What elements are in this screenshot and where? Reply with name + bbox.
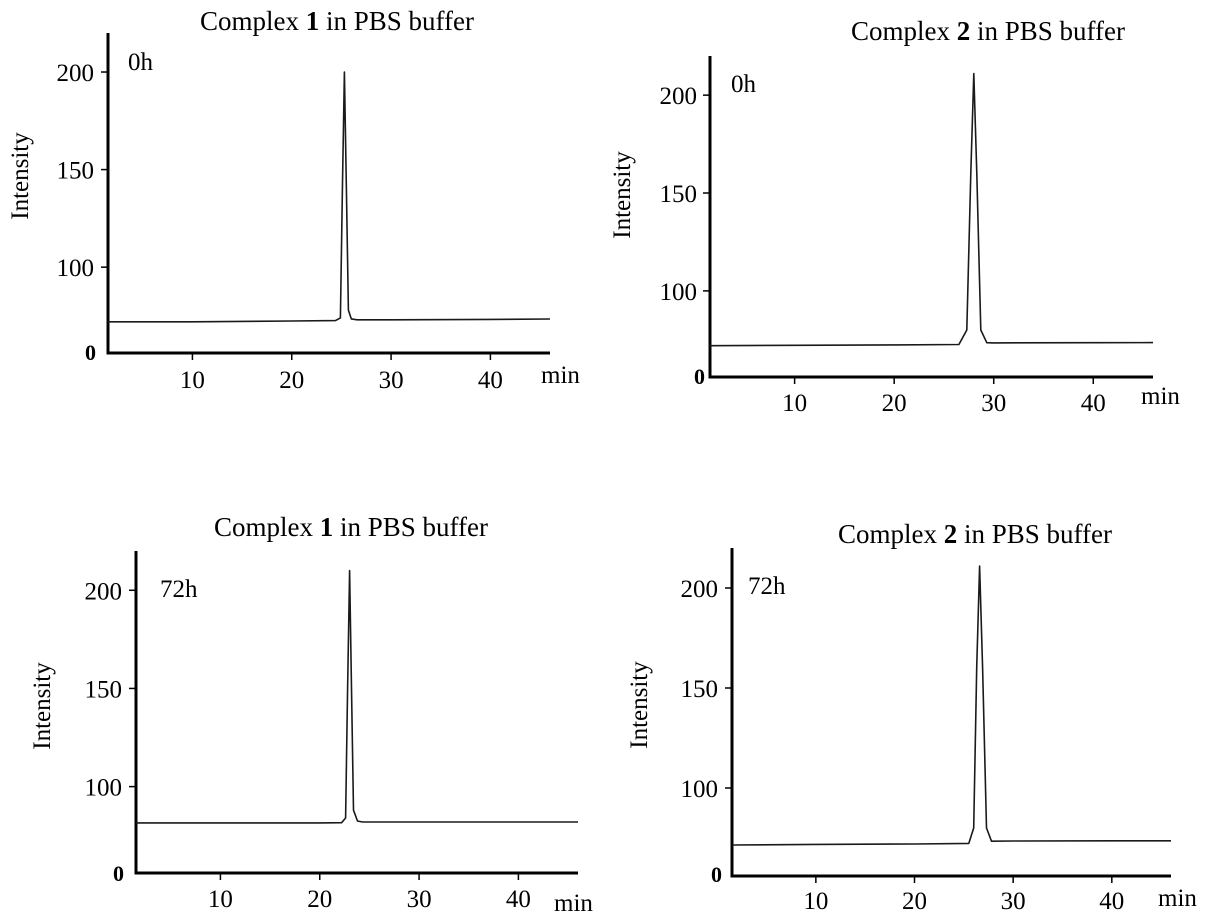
time-annotation: 72h <box>748 573 786 600</box>
x-tick-label: 40 <box>478 367 503 394</box>
chart-svg: Complex 1 in PBS buffer Intensity 0h min… <box>7 6 580 394</box>
series-group <box>108 71 551 323</box>
y-baseline-label: 0 <box>711 862 722 887</box>
y-tick-label: 150 <box>660 181 698 208</box>
x-tick-label: 10 <box>803 888 828 915</box>
x-tick-label: 20 <box>902 888 927 915</box>
chromatogram-line <box>731 565 1171 846</box>
chart-svg: Complex 2 in PBS buffer Intensity 0h min… <box>609 16 1180 417</box>
series-group <box>136 569 578 824</box>
x-tick-label: 40 <box>1081 390 1106 417</box>
y-tick-label: 150 <box>681 676 719 703</box>
x-tick-label: 10 <box>180 367 205 394</box>
chart-svg: Complex 1 in PBS buffer Intensity 72h mi… <box>29 512 593 917</box>
chromatogram-line <box>136 569 578 824</box>
y-baseline-label: 0 <box>85 340 96 365</box>
x-tick-label: 20 <box>307 886 332 913</box>
time-annotation: 0h <box>731 71 757 98</box>
x-tick-label: 20 <box>279 367 304 394</box>
y-axis-title: Intensity <box>29 662 56 750</box>
x-axis-unit-label: min <box>1158 885 1197 912</box>
chart-panel-complex-2-0h: Complex 2 in PBS buffer Intensity 0h min… <box>605 0 1205 440</box>
chart-title: Complex 2 in PBS buffer <box>838 519 1112 549</box>
y-tick-label: 200 <box>660 83 698 110</box>
y-tick-label: 200 <box>57 60 95 87</box>
chart-panel-complex-1-72h: Complex 1 in PBS buffer Intensity 72h mi… <box>0 500 600 919</box>
y-tick-label: 150 <box>85 676 123 703</box>
y-tick-label: 150 <box>57 158 95 185</box>
x-axis-unit-label: min <box>1141 383 1180 410</box>
series-group <box>709 72 1154 347</box>
y-tick-label: 100 <box>85 775 123 802</box>
chart-title: Complex 1 in PBS buffer <box>200 6 474 36</box>
y-baseline-label: 0 <box>113 861 124 886</box>
x-tick-label: 10 <box>208 886 233 913</box>
y-tick-label: 100 <box>681 776 719 803</box>
chromatogram-line <box>709 72 1154 347</box>
x-tick-label: 30 <box>1001 888 1026 915</box>
y-axis-title: Intensity <box>609 151 636 239</box>
chart-svg: Complex 2 in PBS buffer Intensity 72h mi… <box>626 519 1197 915</box>
y-tick-label: 200 <box>85 578 123 605</box>
x-tick-label: 20 <box>882 390 907 417</box>
x-tick-label: 30 <box>379 367 404 394</box>
axes-group: 10 20 30 40 100 150 200 <box>85 551 578 913</box>
chart-panel-complex-2-72h: Complex 2 in PBS buffer Intensity 72h mi… <box>605 500 1205 919</box>
y-tick-label: 100 <box>660 279 698 306</box>
x-axis-unit-label: min <box>541 362 580 389</box>
time-annotation: 72h <box>160 576 198 603</box>
chart-title: Complex 2 in PBS buffer <box>851 16 1125 46</box>
x-tick-label: 30 <box>981 390 1006 417</box>
time-annotation: 0h <box>128 49 154 76</box>
x-axis-unit-label: min <box>554 890 593 917</box>
x-tick-label: 40 <box>1099 888 1124 915</box>
chart-panel-complex-1-0h: Complex 1 in PBS buffer Intensity 0h min… <box>0 0 600 440</box>
x-tick-label: 30 <box>407 886 432 913</box>
y-axis-title: Intensity <box>626 661 653 749</box>
x-tick-label: 10 <box>782 390 807 417</box>
series-group <box>731 565 1171 846</box>
x-tick-label: 40 <box>506 886 531 913</box>
axes-group: 10 20 30 40 100 150 200 <box>681 548 1171 915</box>
chart-title: Complex 1 in PBS buffer <box>214 512 488 542</box>
y-baseline-label: 0 <box>694 364 705 389</box>
axes-group: 10 20 30 40 100 150 200 <box>660 56 1153 417</box>
axes-group: 10 20 30 40 100 150 200 <box>57 33 550 394</box>
chromatogram-line <box>108 71 551 323</box>
y-tick-label: 200 <box>681 576 719 603</box>
y-axis-title: Intensity <box>7 132 34 220</box>
y-tick-label: 100 <box>57 255 95 282</box>
